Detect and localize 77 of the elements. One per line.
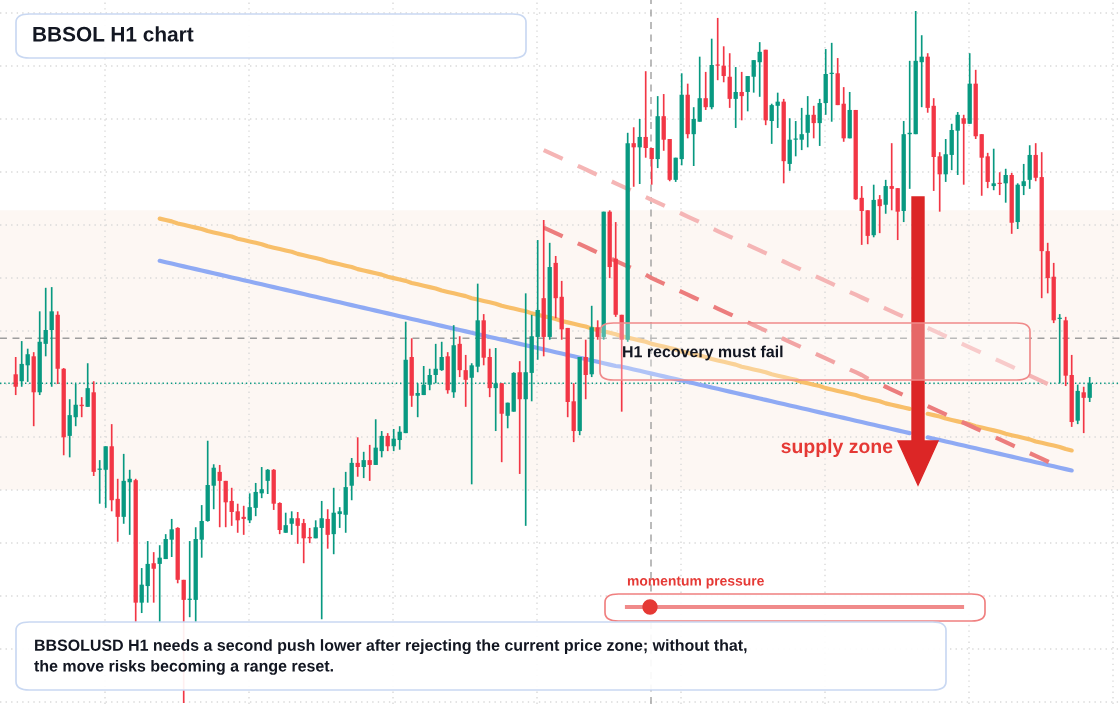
candlestick xyxy=(733,66,738,129)
candlestick xyxy=(229,486,234,527)
candlestick xyxy=(799,107,804,151)
candlestick xyxy=(217,464,222,529)
candlestick xyxy=(25,347,30,383)
candlestick xyxy=(199,504,204,559)
candlestick xyxy=(595,319,600,341)
candlestick xyxy=(265,468,270,495)
candlestick xyxy=(691,106,696,167)
candlestick xyxy=(85,362,90,408)
candlestick xyxy=(1081,385,1086,434)
candlestick xyxy=(325,508,330,550)
candlestick xyxy=(769,102,774,145)
candlestick xyxy=(883,179,888,215)
candlestick xyxy=(697,55,702,123)
candlestick xyxy=(955,111,960,176)
candlestick xyxy=(331,486,336,556)
candlestick xyxy=(151,551,156,604)
candlestick xyxy=(469,362,474,486)
text: BBSOL H1 chart xyxy=(33,26,194,42)
candlestick xyxy=(283,511,288,534)
candlestick xyxy=(1033,142,1038,183)
candlestick xyxy=(13,356,18,396)
band-label: supply zone xyxy=(781,438,893,458)
candlestick xyxy=(991,147,996,192)
candlestick xyxy=(19,340,24,388)
candlestick xyxy=(505,401,510,430)
candlestick xyxy=(67,398,72,459)
candlestick xyxy=(961,113,966,186)
candlestick xyxy=(817,98,822,147)
candlestick xyxy=(703,71,708,111)
candlestick xyxy=(1021,163,1026,196)
candlestick xyxy=(379,430,384,459)
candlestick xyxy=(253,482,258,517)
candlestick xyxy=(415,382,420,419)
candlestick xyxy=(859,185,864,246)
candlestick xyxy=(247,492,252,524)
annotation: H1 recovery must fail xyxy=(623,345,783,361)
candlestick xyxy=(235,502,240,534)
annotation: BBSOLUSD H1 needs a second push lower after rejecting the current price zone; without that, the move risks becoming a range reset. xyxy=(34,639,747,675)
candlestick xyxy=(979,133,984,197)
candlestick xyxy=(895,187,900,241)
candlestick xyxy=(163,533,168,560)
candlestick xyxy=(301,518,306,565)
candlestick xyxy=(361,450,366,479)
candlestick xyxy=(223,480,228,529)
annotation: momentum pressure xyxy=(627,576,764,589)
candlestick xyxy=(169,518,174,558)
candlestick xyxy=(295,511,300,545)
candlestick xyxy=(349,457,354,502)
candlestick xyxy=(583,338,588,401)
candlestick xyxy=(877,194,882,234)
candlestick xyxy=(643,70,648,159)
candlestick xyxy=(715,17,720,82)
candlestick xyxy=(937,151,942,213)
candlestick xyxy=(115,477,120,543)
candlestick xyxy=(373,418,378,466)
candlestick xyxy=(367,444,372,482)
candlestick xyxy=(727,52,732,109)
candlestick xyxy=(673,156,678,183)
candlestick xyxy=(805,95,810,149)
candlestick xyxy=(661,93,666,152)
candlestick xyxy=(43,286,48,358)
candlestick xyxy=(289,510,294,536)
candlestick xyxy=(943,138,948,183)
candlestick xyxy=(319,500,324,621)
candlestick xyxy=(439,340,444,372)
candlestick xyxy=(745,75,750,113)
candlestick xyxy=(463,354,468,408)
candlestick xyxy=(337,506,342,529)
candlestick xyxy=(139,567,144,614)
candlestick xyxy=(751,59,756,94)
candlestick xyxy=(103,445,108,509)
candlestick xyxy=(649,147,654,186)
candlestick xyxy=(211,463,216,511)
candlestick xyxy=(145,540,150,604)
candlestick xyxy=(889,142,894,212)
